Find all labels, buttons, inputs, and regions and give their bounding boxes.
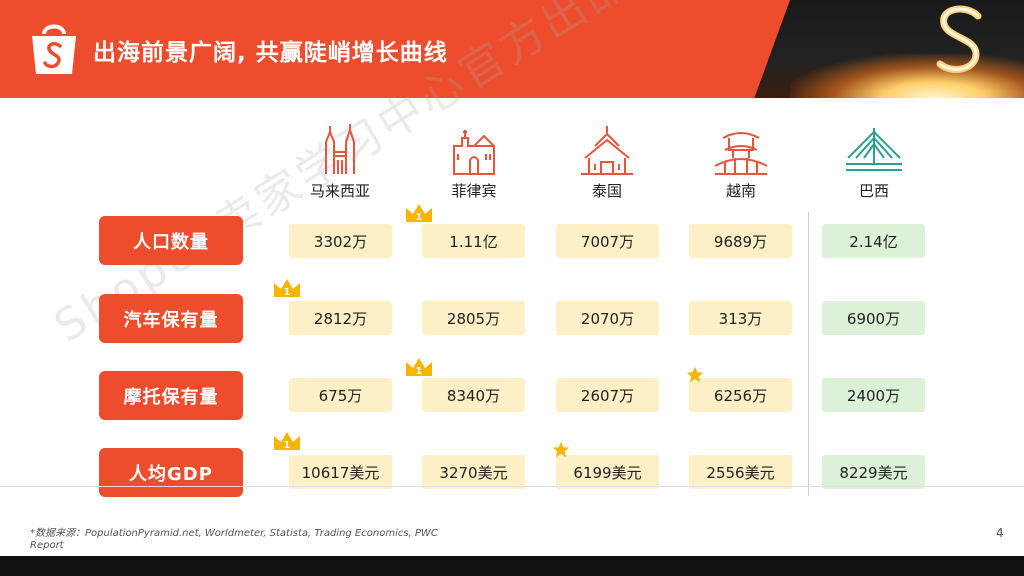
table-cell: 1.11亿 (422, 224, 525, 258)
row-label-gdp-per-capita: 人均GDP (99, 448, 243, 497)
table-cell: 675万 (289, 378, 392, 412)
crown-number: 1 (284, 440, 291, 451)
crown-icon: 1 (406, 204, 432, 223)
table-cell: 2556美元 (689, 455, 792, 489)
church-icon (453, 130, 495, 175)
country-header-philippines: 菲律宾 (422, 124, 526, 208)
star-icon (552, 441, 570, 458)
country-header-vietnam: 越南 (689, 124, 793, 208)
table-cell: 2400万 (822, 378, 925, 412)
crown-icon: 1 (274, 432, 300, 451)
table-cell: 10617美元 (289, 455, 392, 489)
country-name: 菲律宾 (451, 182, 497, 200)
row-label-car-ownership: 汽车保有量 (99, 294, 243, 343)
page-number: 4 (996, 526, 1004, 540)
table-cell: 2.14亿 (822, 224, 925, 258)
table-cell: 3302万 (289, 224, 392, 258)
bridge-icon (846, 128, 902, 171)
table-cell: 6256万 (689, 378, 792, 412)
country-header-malaysia: 马来西亚 (288, 124, 392, 208)
header-orange-panel (0, 0, 740, 98)
data-source-note: *数据来源：PopulationPyramid.net, Worldmeter,… (30, 528, 438, 551)
table-cell: 7007万 (556, 224, 659, 258)
table-cell: 6199美元 (556, 455, 659, 489)
row-label-population: 人口数量 (99, 216, 243, 265)
twin-towers-icon (325, 124, 355, 174)
table-cell: 2070万 (556, 301, 659, 335)
table-cell: 9689万 (689, 224, 792, 258)
table-cell: 6900万 (822, 301, 925, 335)
column-divider (808, 212, 809, 496)
table-cell: 2805万 (422, 301, 525, 335)
shopee-light-s-icon (936, 5, 982, 73)
crown-number: 1 (416, 212, 423, 223)
pagoda-bridge-icon (714, 132, 768, 175)
header-banner: 出海前景广阔, 共赢陡峭增长曲线 (0, 0, 1024, 98)
row-label-motorcycle-ownership: 摩托保有量 (99, 371, 243, 420)
country-header-brazil: 巴西 (822, 124, 926, 208)
table-cell: 8340万 (422, 378, 525, 412)
page-title: 出海前景广阔, 共赢陡峭增长曲线 (93, 40, 448, 66)
crown-number: 1 (416, 366, 423, 377)
table-cell: 3270美元 (422, 455, 525, 489)
table-cell: 2607万 (556, 378, 659, 412)
shopee-bag-logo-icon (32, 24, 76, 74)
star-icon (686, 366, 704, 383)
country-name: 泰国 (591, 182, 622, 200)
table-cell: 8229美元 (822, 455, 925, 489)
country-header-thailand: 泰国 (555, 124, 659, 208)
crown-icon: 1 (406, 358, 432, 377)
crown-icon: 1 (274, 279, 300, 298)
table-cell: 2812万 (289, 301, 392, 335)
country-name: 巴西 (858, 182, 889, 200)
bottom-bar (0, 556, 1024, 576)
crown-number: 1 (284, 287, 291, 298)
light-glow (790, 54, 1024, 98)
country-name: 越南 (725, 182, 756, 200)
table-cell: 313万 (689, 301, 792, 335)
country-name: 马来西亚 (309, 182, 370, 200)
temple-icon (581, 126, 633, 175)
footer-divider (0, 486, 1024, 487)
